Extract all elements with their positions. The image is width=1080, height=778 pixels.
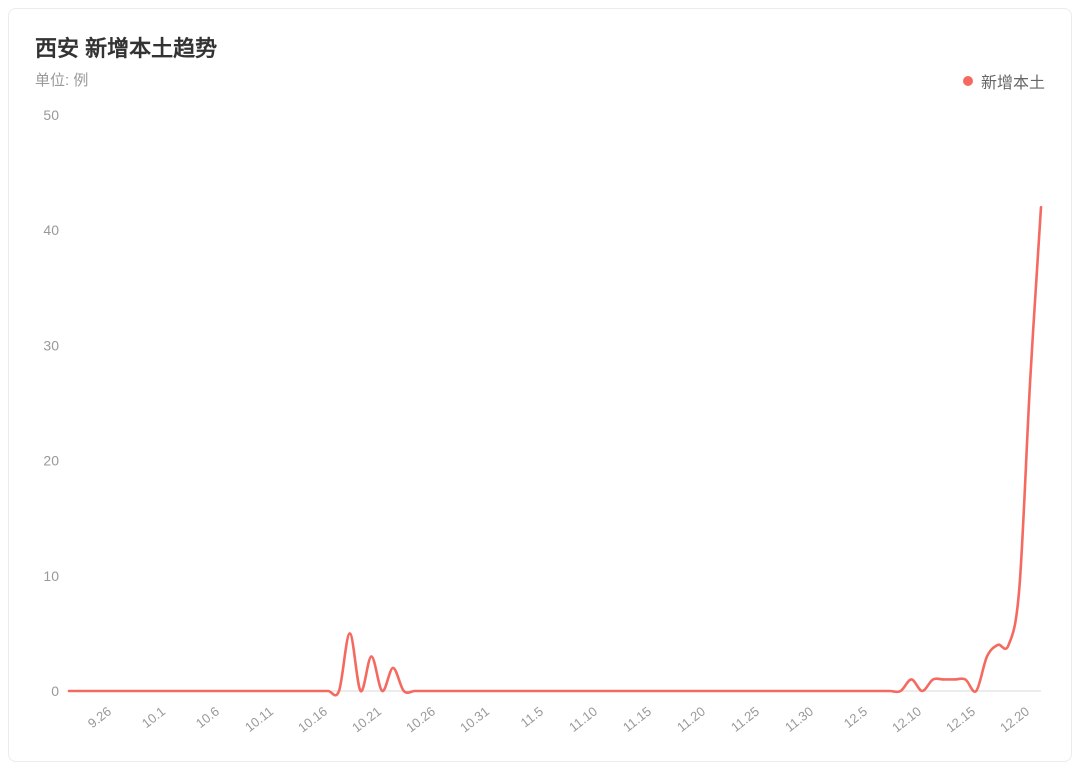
x-tick-label: 12.10 [889, 704, 924, 736]
legend-label: 新增本土 [981, 69, 1045, 93]
x-tick-label: 11.20 [674, 704, 708, 735]
x-tick-label: 11.25 [728, 704, 762, 735]
x-tick-label: 10.21 [349, 704, 384, 736]
x-tick: 12.10 [889, 704, 924, 736]
x-tick-label: 12.5 [841, 704, 870, 731]
x-tick-label: 12.15 [943, 704, 978, 736]
x-tick-label: 10.16 [295, 704, 330, 736]
x-tick-label: 11.10 [566, 704, 600, 735]
y-tick-label: 10 [43, 568, 59, 584]
line-chart-svg: 0 10 20 30 40 50 9.26 10.1 10.6 10.11 10.16 10.21 10… [21, 109, 1059, 747]
x-tick: 11.20 [674, 704, 708, 735]
x-tick: 11.10 [566, 704, 600, 735]
x-tick: 11.15 [620, 704, 654, 735]
x-tick: 11.5 [518, 704, 546, 731]
x-tick: 11.25 [728, 704, 762, 735]
x-tick: 12.20 [997, 704, 1032, 736]
x-tick-label: 10.11 [242, 704, 276, 735]
x-tick: 12.15 [943, 704, 978, 736]
x-tick-label: 12.20 [997, 704, 1032, 736]
x-tick: 10.31 [457, 704, 492, 736]
x-tick: 10.21 [349, 704, 384, 736]
y-tick-label: 20 [43, 453, 59, 469]
x-tick: 9.26 [85, 704, 114, 731]
chart-card: 西安 新增本土趋势 单位: 例 新增本土 0 10 20 30 40 50 9.26 10.1… [8, 8, 1072, 762]
legend-dot-icon [963, 76, 973, 86]
y-tick-label: 40 [43, 222, 59, 238]
y-tick-label: 50 [43, 109, 59, 123]
x-tick-label: 10.1 [139, 704, 168, 731]
x-tick: 10.26 [403, 704, 438, 736]
chart-legend: 新增本土 [963, 69, 1045, 93]
x-tick-label: 10.31 [457, 704, 492, 736]
chart-plot-area: 0 10 20 30 40 50 9.26 10.1 10.6 10.11 10.16 10.21 10… [21, 109, 1059, 747]
x-tick-label: 11.15 [620, 704, 654, 735]
x-tick: 10.1 [139, 704, 168, 731]
y-tick-label: 30 [43, 337, 59, 353]
x-tick-label: 10.6 [193, 704, 222, 731]
x-tick-label: 9.26 [85, 704, 114, 731]
x-tick-label: 11.5 [518, 704, 546, 731]
chart-title: 西安 新增本土趋势 [35, 31, 1059, 63]
series-line [69, 207, 1041, 695]
x-tick-label: 11.30 [782, 704, 816, 735]
x-tick: 10.6 [193, 704, 222, 731]
chart-subtitle: 单位: 例 [35, 69, 1059, 90]
x-tick: 11.30 [782, 704, 816, 735]
x-tick-label: 10.26 [403, 704, 438, 736]
y-tick-label: 0 [51, 683, 59, 699]
x-tick: 10.11 [242, 704, 276, 735]
x-tick: 10.16 [295, 704, 330, 736]
x-tick: 12.5 [841, 704, 870, 731]
